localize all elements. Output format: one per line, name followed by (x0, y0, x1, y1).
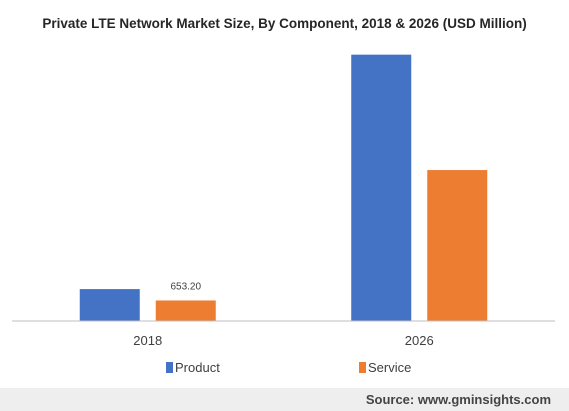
bar-service-2026 (427, 170, 488, 321)
legend-swatch-product (166, 362, 173, 373)
source-bar: Source: www.gminsights.com (0, 388, 569, 411)
bar-service-2018 (155, 300, 216, 321)
chart-title: Private LTE Network Market Size, By Comp… (42, 16, 527, 31)
bars-group (79, 54, 488, 321)
x-tick-labels: 2018 2026 (133, 333, 433, 348)
source-text: Source: www.gminsights.com (365, 392, 551, 407)
bar-product-2018 (79, 289, 140, 321)
legend-label-product: Product (175, 360, 220, 375)
legend-swatch-service (359, 362, 366, 373)
data-labels: 653.20 (170, 281, 201, 292)
legend-label-service: Service (368, 360, 411, 375)
legend: Product Service (166, 360, 411, 375)
data-label-service-2018: 653.20 (170, 281, 201, 292)
bar-product-2026 (351, 54, 412, 321)
x-tick-label-2026: 2026 (405, 333, 434, 348)
x-tick-label-2018: 2018 (133, 333, 162, 348)
